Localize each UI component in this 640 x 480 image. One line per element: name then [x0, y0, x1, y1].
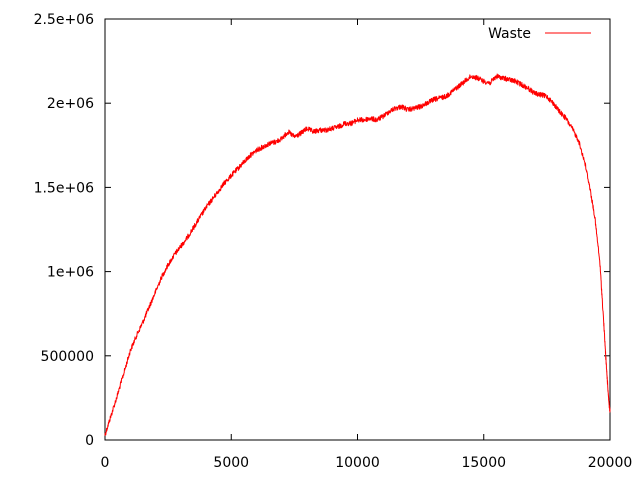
- series-line-waste: [104, 73, 611, 436]
- y-tick-label: 1e+06: [47, 265, 94, 281]
- legend: Waste: [488, 26, 591, 42]
- x-tick-label: 0: [101, 455, 110, 471]
- x-tick-label: 5000: [213, 455, 249, 471]
- legend-label-waste: Waste: [488, 26, 531, 42]
- x-tick-label: 15000: [461, 455, 506, 471]
- y-tick-label: 2e+06: [47, 96, 94, 112]
- x-axis: 0 5000 10000 15000 20000: [101, 19, 633, 471]
- x-tick-label: 20000: [588, 455, 633, 471]
- x-tick-label: 10000: [335, 455, 380, 471]
- y-axis: 0 500000 1e+06 1.5e+06 2e+06 2.5e+06: [34, 12, 610, 449]
- y-tick-label: 1.5e+06: [34, 180, 95, 196]
- y-tick-label: 0: [85, 433, 94, 449]
- y-tick-label: 2.5e+06: [34, 12, 95, 28]
- y-tick-label: 500000: [41, 349, 94, 365]
- series-layer: [104, 73, 611, 436]
